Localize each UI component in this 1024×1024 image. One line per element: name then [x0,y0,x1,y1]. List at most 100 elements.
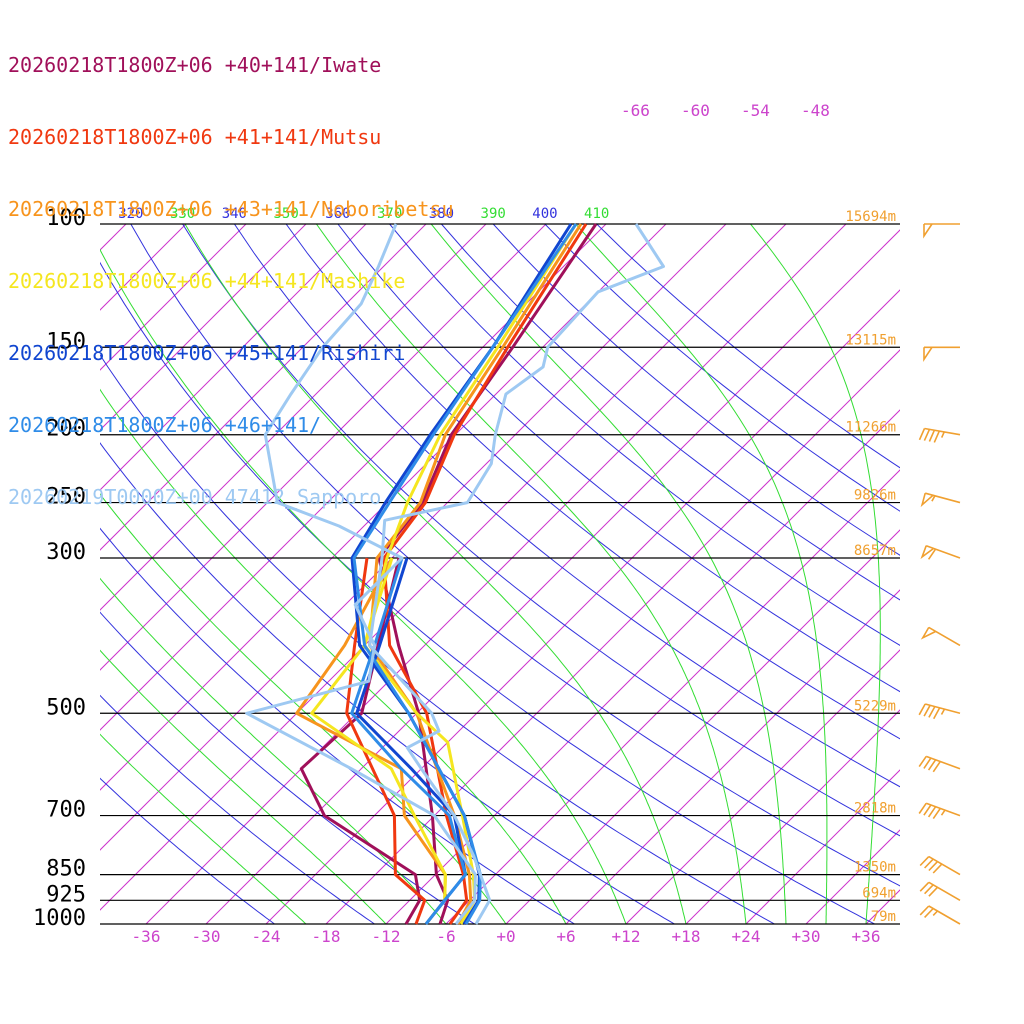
wind-barb [918,755,961,773]
height-label: 2818m [854,801,896,817]
pressure-label: 500 [46,695,86,720]
pressure-label: 925 [46,882,86,907]
temperature-tick: -36 [132,927,161,946]
legend-entry: 20260218T1800Z+06 +44+141/Mashike [8,269,406,293]
theta-label: 360 [325,206,350,222]
isotherm-line [100,224,607,731]
dry-adiabat-line [596,224,900,469]
height-label: 79m [871,909,896,925]
wind-barb [920,544,961,560]
theta-label: 350 [273,206,298,222]
temperature-tick: +24 [732,927,761,946]
dewpoint-line [310,557,447,925]
temperature-tick: -12 [372,927,401,946]
pressure-label: 300 [46,540,86,565]
isotherm-labels: -66 -60 -54 -48 [621,101,830,120]
temperature-tick: -6 [436,927,455,946]
theta-label: 390 [481,206,506,222]
temperature-tick: +30 [792,927,821,946]
isotherm-line [805,829,900,924]
wind-barb [919,855,961,876]
dewpoint-line [345,557,427,925]
wind-barb [923,223,960,239]
temperature-line [368,223,665,925]
height-label: 15694m [845,209,896,225]
wind-barb [920,492,961,508]
wind-barb [919,881,961,901]
sounding-profiles [245,223,665,925]
isobar-grid: 100 15694m 150 13115m 200 11266m 250 9826m 300 86… [33,206,900,931]
height-label: 11266m [845,420,896,436]
isotherm-top-label: -66 [621,101,650,120]
height-label: 694m [862,885,896,901]
temperature-tick: -18 [312,927,341,946]
height-label: 9826m [854,488,896,504]
isotherm-line [685,709,900,924]
legend-entry: 20260219T0000Z+00 47412_Sapporo [8,485,382,509]
temperature-line [352,223,578,925]
isotherm-line [505,529,900,924]
temperature-tick: -24 [252,927,281,946]
wind-barbs [918,223,961,925]
temperature-tick: +36 [852,927,881,946]
theta-label: 380 [429,206,454,222]
height-label: 13115m [845,332,896,348]
isotherm-line [100,224,667,791]
wind-barb [923,346,961,362]
height-label: 8657m [854,543,896,559]
dry-adiabat-line [441,224,900,601]
pressure-label: 850 [46,857,86,882]
pressure-label: 150 [46,329,86,354]
dry-adiabat-line [492,224,900,556]
pressure-label: 200 [46,417,86,442]
theta-label: 370 [377,206,402,222]
theta-label: 320 [118,206,143,222]
isotherm-line [445,469,900,924]
isotherm-line [265,289,900,924]
isotherm-line [100,224,787,911]
pressure-label: 700 [46,798,86,823]
wind-barb [919,905,961,925]
moist-adiabat-line [575,224,828,924]
height-label: 1350m [854,860,896,876]
isotherm-line [0,224,6,924]
isotherm-line [145,224,847,924]
isotherm-line [100,224,487,611]
chart-legend: 20260218T1800Z+06 +40+141/Iwate 20260218… [8,5,454,533]
isotherm-line [100,224,247,371]
pressure-label: 250 [46,485,86,510]
temperature-tick: +0 [496,927,515,946]
temperature-line [363,223,578,925]
isotherm-line [385,409,900,924]
wind-barb [918,802,961,820]
theta-label: 330 [170,206,195,222]
temperature-tick: +6 [556,927,575,946]
legend-entry: 20260218T1800Z+06 +40+141/Iwate [8,53,382,77]
legend-entry: 20260218T1800Z+06 +46+141/ [8,413,322,437]
pressure-label: 100 [46,206,86,231]
theta-label: 340 [222,206,247,222]
height-label: 5229m [854,698,896,714]
wind-barb [918,703,961,720]
theta-label: 410 [584,206,609,222]
dry-adiabat-line [544,224,900,512]
temperature-tick: -30 [192,927,221,946]
temperature-tick: +12 [612,927,641,946]
wind-barb [920,626,961,647]
isotherm-line [625,649,900,924]
isotherm-line [205,229,900,924]
theta-label: 400 [532,206,557,222]
pressure-label: 1000 [33,906,86,931]
isotherm-line [100,224,547,671]
isotherm-line [745,769,900,924]
isotherm-line [100,224,367,491]
isotherm-line [865,889,900,924]
legend-entry: 20260218T1800Z+06 +43+141/Noboribetsu [8,197,454,221]
temperature-tick: +18 [672,927,701,946]
isotherm-top-label: -48 [801,101,830,120]
moist-adiabat-line [430,224,787,924]
wind-barb [918,427,961,443]
isotherm-top-label: -60 [681,101,710,120]
dry-adiabat-line [389,224,900,646]
